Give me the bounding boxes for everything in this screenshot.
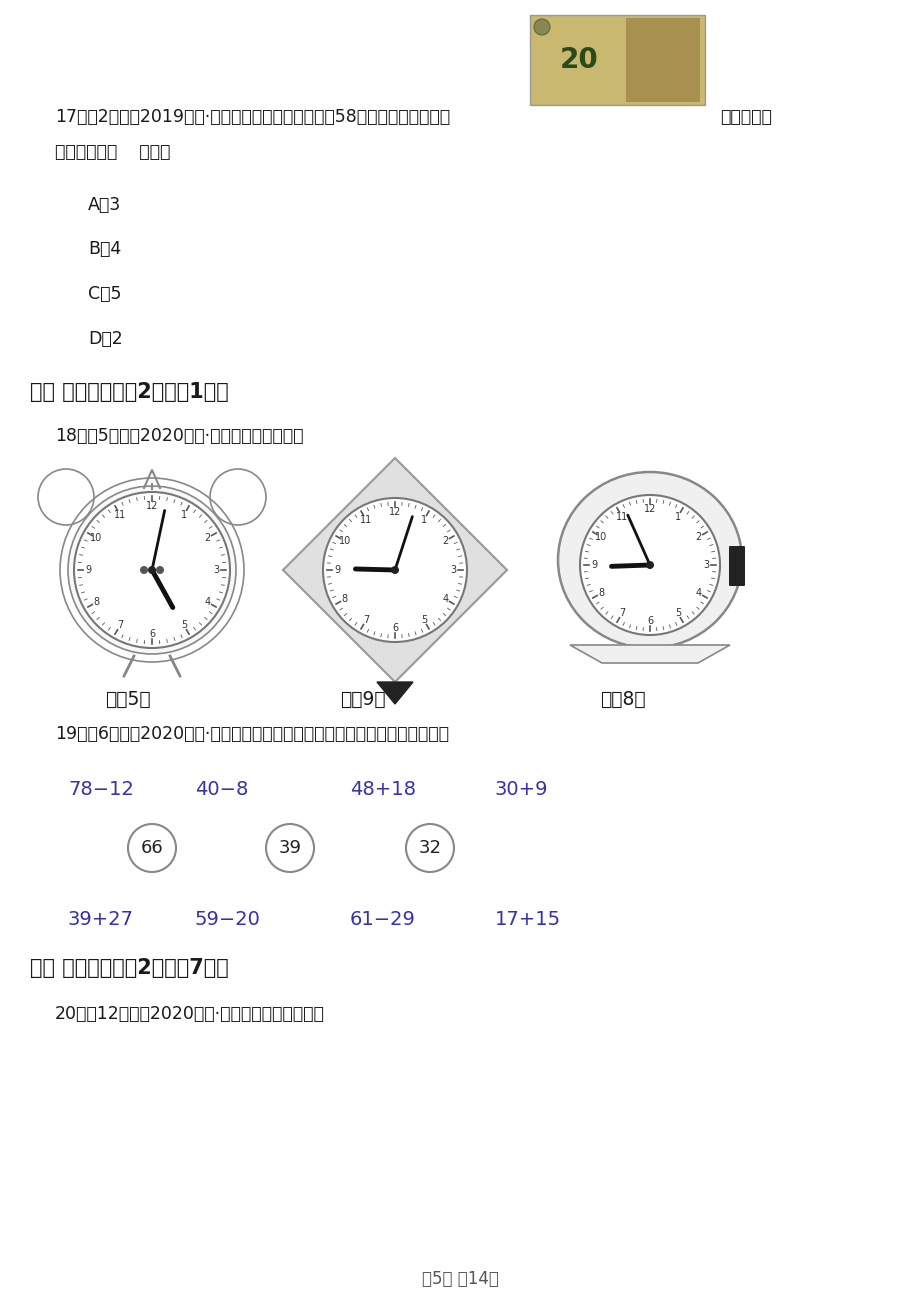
Text: 39: 39 <box>278 838 301 857</box>
Circle shape <box>148 566 156 574</box>
Circle shape <box>533 20 550 35</box>
Text: 8: 8 <box>341 594 347 604</box>
Text: A．3: A．3 <box>88 197 121 214</box>
Text: 9: 9 <box>85 565 91 575</box>
Text: 三、 连一连。（共2题；共1分）: 三、 连一连。（共2题；共1分） <box>30 381 229 402</box>
Text: 4: 4 <box>695 589 701 598</box>
Text: 10: 10 <box>338 536 350 546</box>
Circle shape <box>645 561 653 569</box>
Text: 5: 5 <box>420 616 426 625</box>
Text: 17．（2分）（2019二上·龙华）小明买一个足球花了58元，付的全部是面値: 17．（2分）（2019二上·龙华）小明买一个足球花了58元，付的全部是面値 <box>55 108 449 126</box>
Text: 11: 11 <box>359 514 371 525</box>
Circle shape <box>68 486 236 654</box>
Text: 8: 8 <box>94 598 99 607</box>
Text: 66: 66 <box>141 838 164 857</box>
Polygon shape <box>377 682 413 704</box>
Text: 10: 10 <box>90 533 103 543</box>
Text: 快到8时: 快到8时 <box>599 690 645 710</box>
Text: 7: 7 <box>618 608 624 618</box>
Text: 5: 5 <box>675 608 680 618</box>
Polygon shape <box>283 458 506 682</box>
Text: 他最少要付（    ）张。: 他最少要付（ ）张。 <box>55 143 170 161</box>
FancyBboxPatch shape <box>529 16 704 105</box>
Text: 2: 2 <box>204 533 210 543</box>
Text: 20．（12分）（2020一下·北期末）列竞式计算。: 20．（12分）（2020一下·北期末）列竞式计算。 <box>55 1005 324 1023</box>
Text: 2: 2 <box>695 533 701 542</box>
Text: 10: 10 <box>595 533 607 542</box>
FancyBboxPatch shape <box>626 18 699 102</box>
Text: 4: 4 <box>442 594 448 604</box>
Text: 32: 32 <box>418 838 441 857</box>
Text: 5: 5 <box>181 621 187 630</box>
Text: 的人民币，: 的人民币， <box>720 108 771 126</box>
Text: 2: 2 <box>442 536 448 546</box>
Text: 刚过9时: 刚过9时 <box>340 690 385 710</box>
Text: 第5页 共14页: 第5页 共14页 <box>421 1269 498 1288</box>
Text: 6: 6 <box>391 622 398 633</box>
Text: 8: 8 <box>597 589 604 598</box>
Text: 20: 20 <box>559 46 597 74</box>
Text: 12: 12 <box>389 506 401 517</box>
Text: 3: 3 <box>449 565 456 575</box>
Polygon shape <box>570 644 729 663</box>
Text: 59−20: 59−20 <box>195 910 261 930</box>
Text: 6: 6 <box>646 616 652 626</box>
Text: 9: 9 <box>590 560 596 570</box>
Circle shape <box>74 492 230 648</box>
FancyBboxPatch shape <box>728 546 744 586</box>
Text: 6: 6 <box>149 629 155 639</box>
Text: 四、 算一算。（共2题；兲7分）: 四、 算一算。（共2题；兲7分） <box>30 958 229 978</box>
Text: 48+18: 48+18 <box>349 780 415 799</box>
Text: 78−12: 78−12 <box>68 780 134 799</box>
Text: 7: 7 <box>117 621 123 630</box>
Circle shape <box>140 566 148 574</box>
Text: 3: 3 <box>212 565 219 575</box>
Circle shape <box>579 495 720 635</box>
Text: 19．（6分）（2020一下·夏邑期末）连一连。（把算式与相应的得数连起来）: 19．（6分）（2020一下·夏邑期末）连一连。（把算式与相应的得数连起来） <box>55 725 448 743</box>
Text: 9: 9 <box>334 565 340 575</box>
Text: C．5: C．5 <box>88 285 121 303</box>
Text: 61−29: 61−29 <box>349 910 415 930</box>
Ellipse shape <box>558 473 742 648</box>
Text: 12: 12 <box>145 501 158 510</box>
Text: D．2: D．2 <box>88 329 122 348</box>
Text: 1: 1 <box>421 514 426 525</box>
Text: 12: 12 <box>643 504 655 514</box>
Text: 4: 4 <box>204 598 210 607</box>
Text: 7: 7 <box>362 616 369 625</box>
Text: 刚过5时: 刚过5时 <box>105 690 151 710</box>
Text: 30+9: 30+9 <box>494 780 548 799</box>
Circle shape <box>156 566 164 574</box>
Text: 17+15: 17+15 <box>494 910 561 930</box>
Circle shape <box>323 497 467 642</box>
Text: B．4: B．4 <box>88 240 121 258</box>
Text: 1: 1 <box>675 512 680 522</box>
Text: 3: 3 <box>702 560 709 570</box>
Text: 11: 11 <box>615 512 628 522</box>
Text: 18．（5分）（2020一下·江北期末）连一连。: 18．（5分）（2020一下·江北期末）连一连。 <box>55 427 303 445</box>
Text: 40−8: 40−8 <box>195 780 248 799</box>
Text: 11: 11 <box>114 509 126 519</box>
Text: 39+27: 39+27 <box>68 910 134 930</box>
Circle shape <box>391 566 399 574</box>
Text: 1: 1 <box>181 509 187 519</box>
